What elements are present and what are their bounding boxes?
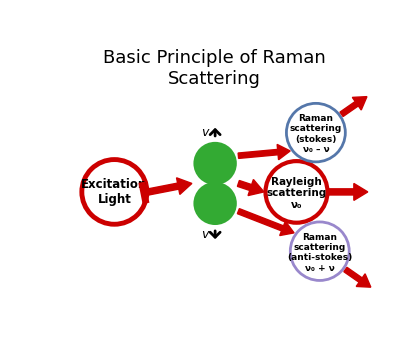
FancyArrow shape — [238, 209, 294, 236]
Circle shape — [290, 222, 349, 280]
FancyArrow shape — [329, 183, 368, 200]
FancyArrow shape — [344, 267, 371, 287]
Circle shape — [287, 103, 345, 162]
Text: Rayleigh
scattering
ν₀: Rayleigh scattering ν₀ — [266, 177, 327, 210]
FancyArrow shape — [340, 97, 367, 117]
Circle shape — [194, 142, 237, 185]
FancyArrow shape — [238, 180, 264, 196]
Text: Basic Principle of Raman
Scattering: Basic Principle of Raman Scattering — [103, 49, 326, 88]
FancyArrow shape — [148, 178, 192, 195]
FancyArrow shape — [238, 144, 290, 160]
Text: Raman
scattering
(stokes)
ν₀ – ν: Raman scattering (stokes) ν₀ – ν — [290, 114, 342, 154]
Circle shape — [82, 160, 147, 224]
Circle shape — [266, 161, 328, 223]
Text: Excitation
Light: Excitation Light — [81, 178, 147, 206]
Circle shape — [194, 182, 237, 225]
Text: v: v — [202, 126, 209, 139]
Text: Raman
scattering
(anti-stokes)
ν₀ + ν: Raman scattering (anti-stokes) ν₀ + ν — [287, 233, 352, 273]
Text: v: v — [202, 228, 209, 241]
